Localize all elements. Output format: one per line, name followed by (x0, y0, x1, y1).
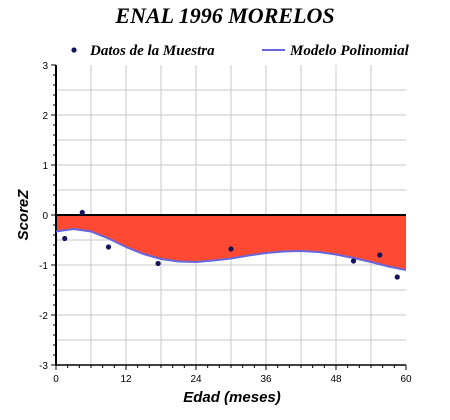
model-line (55, 227, 407, 271)
y-tick-label: 1 (42, 161, 48, 172)
data-point (394, 274, 400, 280)
y-tick-label: -1 (39, 261, 48, 272)
data-points (62, 209, 400, 280)
grid (56, 65, 406, 365)
axes (51, 64, 407, 370)
data-point (377, 252, 383, 258)
y-tick-label: 3 (42, 61, 48, 72)
model-fill-area (56, 215, 406, 270)
x-tick-label: 60 (400, 374, 412, 385)
legend: Datos de la Muestra Modelo Polinomial (71, 43, 410, 59)
chart-title: ENAL 1996 MORELOS (114, 3, 334, 28)
data-point (79, 209, 85, 216)
legend-label-modelo: Modelo Polinomial (289, 43, 410, 59)
x-tick-label: 48 (330, 374, 342, 385)
legend-marker-datos (71, 47, 77, 53)
y-tick-label: -2 (39, 311, 48, 322)
y-axis-title: ScoreZ (15, 189, 32, 241)
data-point (350, 258, 357, 264)
data-point (62, 235, 68, 242)
x-tick-label: 0 (53, 374, 59, 385)
x-tick-label: 12 (120, 374, 132, 385)
model-line-layer (55, 227, 407, 271)
x-tick-label: 36 (260, 374, 272, 385)
data-point (155, 260, 161, 267)
legend-label-datos: Datos de la Muestra (89, 43, 215, 59)
y-tick-label: 0 (42, 211, 48, 222)
model-fill (56, 215, 406, 270)
x-axis-title: Edad (meses) (183, 389, 281, 406)
data-point (228, 246, 234, 252)
data-point (105, 244, 112, 250)
y-tick-label: 2 (42, 111, 48, 122)
x-tick-label: 24 (190, 374, 202, 385)
y-tick-label: -3 (39, 361, 48, 372)
